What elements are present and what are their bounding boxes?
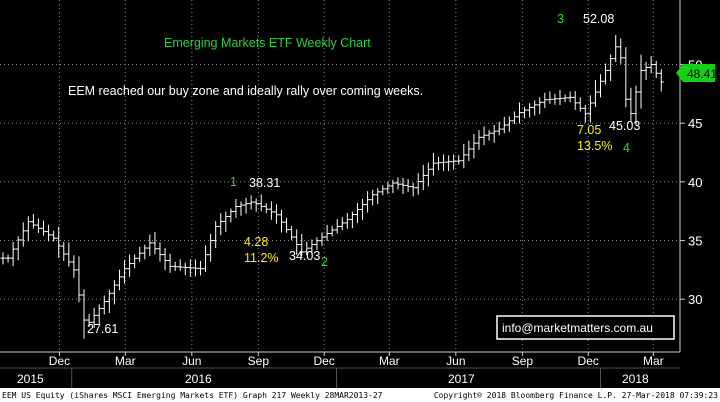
footer-security: EEM US Equity (iShares MSCI Emerging Mar… — [2, 391, 383, 400]
low-2016-label: 27.61 — [87, 322, 118, 336]
x-tick-label: Dec — [49, 354, 70, 368]
last-price-label: 48.41 — [687, 67, 717, 81]
grid-lines — [0, 0, 680, 352]
x-tick-label: Mar — [379, 354, 400, 368]
y-tick-label: 40 — [688, 175, 702, 190]
year-label: 2015 — [17, 372, 44, 386]
y-tick-label: 45 — [688, 116, 702, 131]
high-jan-label: 52.08 — [583, 12, 614, 26]
x-tick-label: Jun — [446, 354, 465, 368]
chart-commentary: EEM reached our buy zone and ideally ral… — [68, 84, 423, 98]
wave-3-label: 3 — [557, 12, 564, 26]
x-tick-label: Dec — [578, 354, 599, 368]
x-tick-label: Sep — [512, 354, 534, 368]
low-feb-label: 45.03 — [609, 119, 640, 133]
y-tick-label: 35 — [688, 234, 702, 249]
gain-pct-label: 11.2% — [244, 251, 279, 265]
last-price-badge — [676, 64, 715, 82]
x-axis-ticks: Dec Mar Jun Sep Dec Mar Jun Sep Dec Mar — [49, 352, 664, 368]
x-tick-label: Jun — [182, 354, 201, 368]
footer-copyright: Copyright® 2018 Bloomberg Finance L.P. 2… — [434, 391, 718, 400]
wave-1-label: 1 — [230, 175, 237, 189]
drop-pct-label: 13.5% — [577, 139, 612, 153]
x-tick-label: Dec — [314, 354, 335, 368]
x-axis-years: 2015 2016 2017 2018 — [17, 368, 649, 388]
year-label: 2018 — [622, 372, 649, 386]
year-label: 2016 — [185, 372, 212, 386]
year-label: 2017 — [448, 372, 475, 386]
chart-title: Emerging Markets ETF Weekly Chart — [164, 36, 371, 50]
gain-points-label: 4.28 — [244, 235, 268, 249]
wave-2-label: 2 — [321, 255, 328, 269]
x-tick-label: Mar — [643, 354, 664, 368]
drop-points-label: 7.05 — [577, 123, 601, 137]
wave-4-label: 4 — [623, 141, 630, 155]
y-tick-label: 30 — [688, 292, 702, 307]
footer-bar — [0, 388, 720, 402]
email-box — [496, 315, 675, 340]
email-text: info@marketmatters.com.au — [502, 321, 653, 335]
low-nov-label: 34.03 — [289, 249, 320, 263]
x-tick-label: Mar — [115, 354, 136, 368]
high-sep-label: 38.31 — [249, 176, 280, 190]
x-tick-label: Sep — [248, 354, 270, 368]
price-bars — [0, 34, 664, 339]
